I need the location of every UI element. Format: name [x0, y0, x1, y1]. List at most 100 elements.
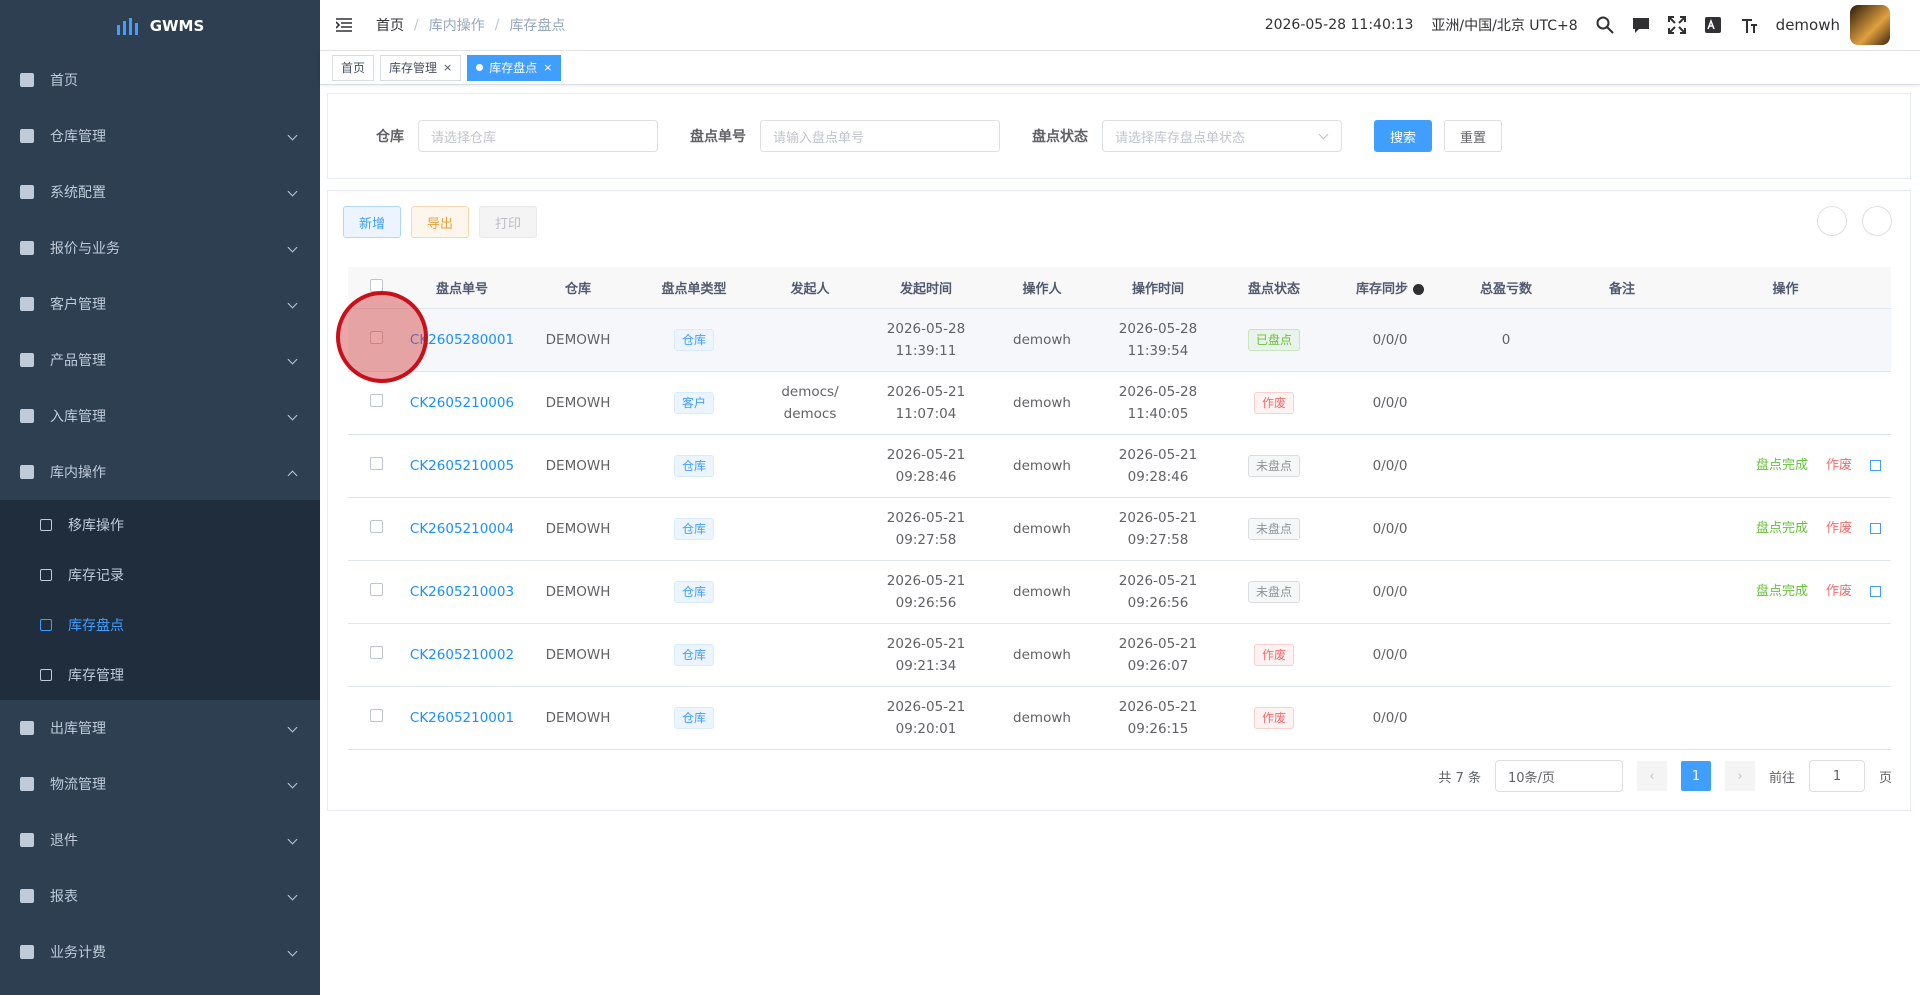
refresh-button[interactable] [1862, 206, 1892, 236]
order-link[interactable]: CK2605210005 [409, 457, 515, 474]
search-button[interactable]: 搜索 [1374, 120, 1433, 152]
cell-operator: demowh [984, 308, 1100, 372]
menu-item[interactable]: 库内操作 [0, 444, 320, 500]
column-header: 盘点单号 [404, 267, 520, 309]
cell [348, 371, 404, 435]
menu-item[interactable]: 出库管理 [0, 700, 320, 756]
tab-close[interactable]: × [543, 61, 553, 74]
font-size-icon[interactable] [1740, 16, 1758, 34]
cell: 仓库 [636, 560, 752, 624]
status-tag: 作废 [1253, 391, 1294, 414]
order-link[interactable]: CK2605210004 [409, 520, 515, 537]
current-page[interactable]: 1 [1680, 761, 1711, 791]
checkbox[interactable] [369, 393, 383, 407]
submenu-item[interactable]: 库存管理 [0, 650, 320, 700]
message-icon[interactable] [1632, 16, 1650, 34]
edit-action[interactable] [1870, 459, 1881, 471]
cell: 2026-05-21 09:27:58 [868, 497, 984, 561]
menu-arrow [287, 242, 298, 253]
menu-label: 报价与业务 [50, 241, 120, 257]
hamburger[interactable] [336, 18, 352, 32]
complete-action[interactable]: 盘点完成 [1755, 584, 1808, 599]
tab[interactable]: 首页 [332, 54, 375, 81]
next-page[interactable]: › [1724, 761, 1755, 791]
menu-item[interactable]: 物流管理 [0, 756, 320, 812]
form-input[interactable]: 请选择库存盘点单状态 [1102, 120, 1342, 152]
checkbox[interactable] [369, 519, 383, 533]
add-button[interactable]: 新增 [343, 206, 402, 238]
start-time: 09:28:46 [895, 468, 957, 485]
menu-item[interactable]: 仓库管理 [0, 108, 320, 164]
cell: CK2605210001 [404, 686, 520, 750]
menu-item[interactable]: 系统配置 [0, 164, 320, 220]
cell-actions [1680, 371, 1891, 435]
complete-action[interactable]: 盘点完成 [1755, 458, 1808, 473]
void-action[interactable]: 作废 [1825, 458, 1852, 473]
export-button[interactable]: 导出 [411, 206, 470, 238]
username[interactable]: demowh [1775, 16, 1840, 34]
search-icon[interactable] [1596, 16, 1614, 34]
menu-item[interactable]: 退件 [0, 812, 320, 868]
cell: 仓库 [636, 497, 752, 561]
column-label: 盘点单号 [435, 281, 488, 297]
edit-action[interactable] [1870, 585, 1881, 597]
form-input[interactable]: 请输入盘点单号 [760, 120, 1000, 152]
void-action[interactable]: 作废 [1825, 521, 1852, 536]
edit-action[interactable] [1870, 522, 1881, 534]
prev-page[interactable]: ‹ [1636, 761, 1667, 791]
menu-item[interactable]: 业务计费 [0, 924, 320, 980]
order-link[interactable]: CK2605210002 [409, 646, 515, 663]
timezone[interactable]: 亚洲/中国/北京 UTC+8 [1431, 18, 1578, 34]
checkbox[interactable] [369, 278, 383, 292]
tab-close[interactable]: × [443, 61, 453, 74]
translate-icon[interactable] [1704, 16, 1722, 34]
menu-item[interactable]: 产品管理 [0, 332, 320, 388]
toggle-search-button[interactable] [1817, 206, 1847, 236]
checkbox[interactable] [369, 582, 383, 596]
tab[interactable]: 库存盘点 × [467, 54, 562, 81]
void-action[interactable]: 作废 [1825, 584, 1852, 599]
op-time: 11:40:05 [1127, 405, 1189, 422]
checkbox[interactable] [369, 708, 383, 722]
cell-actions [1680, 623, 1891, 687]
checkbox[interactable] [369, 645, 383, 659]
order-link[interactable]: CK2605280001 [409, 331, 515, 348]
submenu-item[interactable]: 库存盘点 [0, 600, 320, 650]
tab[interactable]: 库存管理 × [380, 54, 462, 81]
order-link[interactable]: CK2605210006 [409, 394, 515, 411]
checkbox[interactable] [369, 330, 383, 344]
breadcrumb-item[interactable]: 首页 [376, 18, 404, 34]
menu-item[interactable]: 首页 [0, 52, 320, 108]
tab-label: 库存管理 [389, 61, 438, 75]
cell [348, 308, 404, 372]
menu-item[interactable]: 报表 [0, 868, 320, 924]
checkbox[interactable] [369, 456, 383, 470]
goto-input[interactable]: 1 [1808, 760, 1865, 792]
menu-item[interactable]: 客户管理 [0, 276, 320, 332]
complete-action[interactable]: 盘点完成 [1755, 521, 1808, 536]
menu-item[interactable]: 报价与业务 [0, 220, 320, 276]
order-link[interactable]: CK2605210003 [409, 583, 515, 600]
cell-warehouse: DEMOWH [520, 623, 636, 687]
datetime: 2026-05-28 11:40:13 [1264, 17, 1414, 33]
op-date: 2026-05-21 [1118, 572, 1198, 589]
cell: 客户 [636, 371, 752, 435]
cell-operator: demowh [984, 497, 1100, 561]
menu-item[interactable]: 入库管理 [0, 388, 320, 444]
cell-sync: 0/0/0 [1332, 308, 1448, 372]
breadcrumb-separator: / [494, 17, 500, 33]
page-size[interactable]: 10条/页 [1494, 760, 1623, 792]
submenu-item[interactable]: 移库操作 [0, 500, 320, 550]
order-link[interactable]: CK2605210001 [409, 709, 515, 726]
fullscreen-icon[interactable] [1667, 16, 1686, 34]
submenu-item[interactable]: 库存记录 [0, 550, 320, 600]
submenu-icon [40, 569, 52, 581]
form-input[interactable]: 请选择仓库 [418, 120, 658, 152]
reset-button[interactable]: 重置 [1444, 120, 1503, 152]
status-tag: 作废 [1253, 643, 1294, 666]
op-date: 2026-05-21 [1118, 446, 1198, 463]
avatar[interactable] [1850, 5, 1890, 45]
menu-icon [20, 241, 34, 255]
cell-initiator [752, 560, 868, 624]
